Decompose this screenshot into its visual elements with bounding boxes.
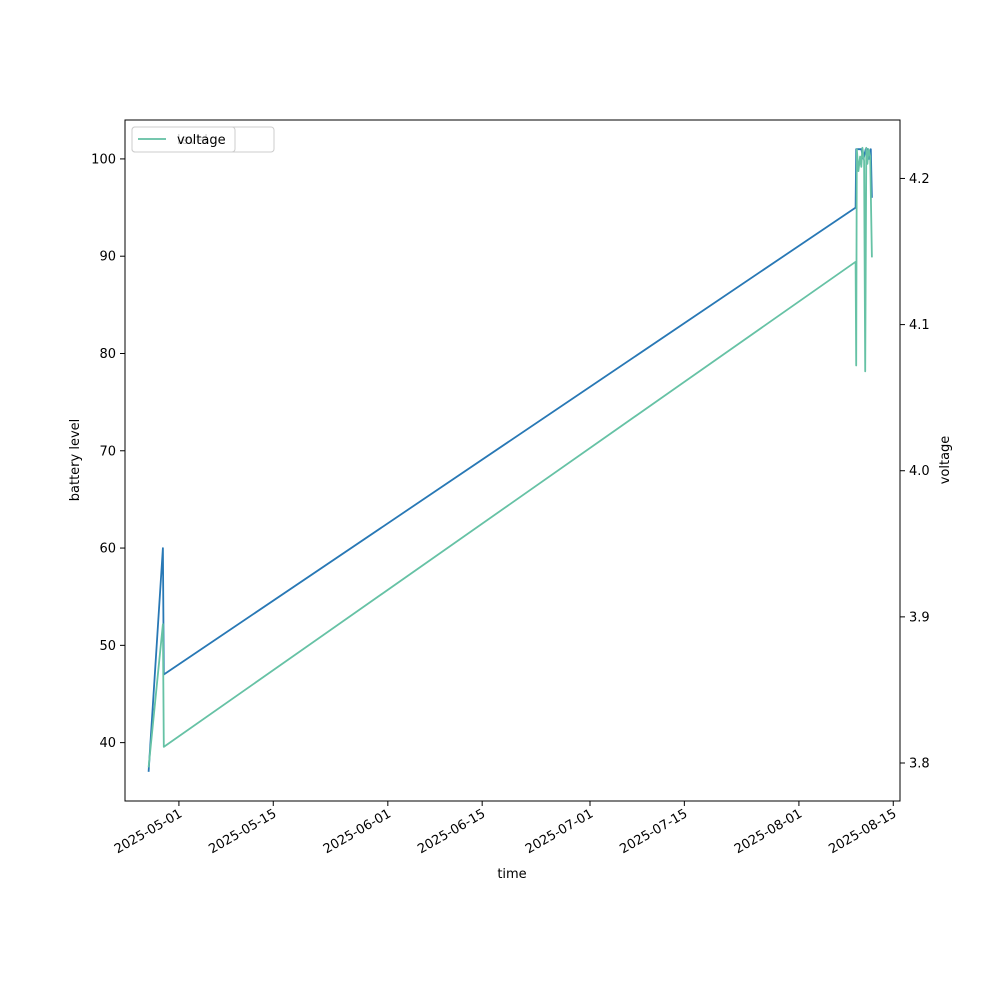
y-axis-right: 3.8 3.9 4.0 4.1 4.2 (900, 172, 930, 772)
y-left-tick-label: 100 (91, 152, 116, 167)
y-left-tick-label: 80 (99, 347, 116, 362)
plot-frame (124, 119, 901, 802)
y-left-axis-label: battery level (68, 419, 83, 502)
x-tick-label: 2025-08-01 (732, 806, 805, 857)
x-tick-label: 2025-06-01 (321, 806, 394, 857)
y-right-tick-label: 3.8 (909, 757, 930, 772)
x-axis: 2025-05-01 2025-05-15 2025-06-01 2025-06-15… (112, 801, 899, 857)
x-tick-label: 2025-05-15 (206, 806, 279, 857)
legend-box (131, 126, 236, 153)
series-line-level (147, 148, 873, 772)
x-tick-label: 2025-07-01 (523, 806, 596, 857)
x-tick-label: 2025-07-15 (617, 806, 690, 857)
y-right-axis-label: voltage (938, 436, 953, 485)
y-axis-left: 40 50 60 70 80 90 100 (91, 152, 125, 751)
legend-voltage: voltage (131, 126, 236, 153)
y-left-tick-label: 50 (99, 639, 116, 654)
y-right-tick-label: 3.9 (909, 610, 930, 625)
legend-label: voltage (177, 133, 226, 148)
x-tick-label: 2025-08-15 (826, 806, 899, 857)
series-line-voltage (147, 146, 873, 768)
y-left-tick-label: 40 (99, 736, 116, 751)
y-left-tick-label: 90 (99, 250, 116, 265)
y-left-tick-label: 70 (99, 444, 116, 459)
x-tick-label: 2025-06-15 (415, 806, 488, 857)
y-right-tick-label: 4.2 (909, 172, 930, 187)
y-right-tick-label: 4.0 (909, 464, 930, 479)
series-layer (147, 146, 873, 772)
x-tick-label: 2025-05-01 (112, 806, 185, 857)
x-axis-label: time (497, 867, 526, 882)
y-left-tick-label: 60 (99, 542, 116, 557)
y-right-tick-label: 4.1 (909, 318, 930, 333)
